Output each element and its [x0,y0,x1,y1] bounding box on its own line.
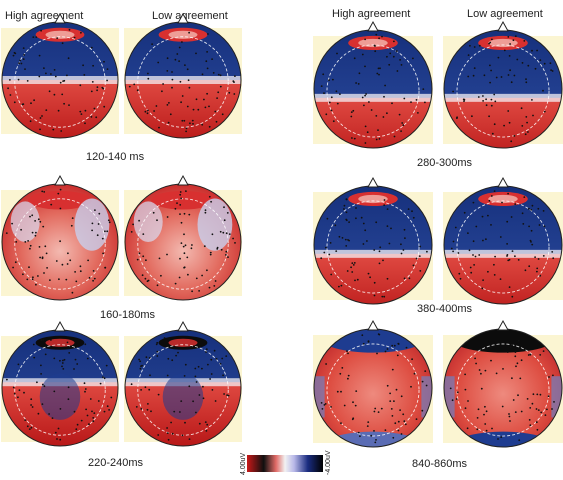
nose-icon [177,174,189,186]
nose-icon [497,319,509,331]
topo-map-2-high [1,183,119,301]
colorbar-min-label: -4.00uV [325,450,332,475]
window-label-4: 280-300ms [417,157,473,169]
topo-map-4-high [313,29,433,149]
nose-icon [54,320,66,332]
nose-icon [497,176,509,188]
nose-icon [367,176,379,188]
topo-map-6-low [443,328,563,448]
header-left-high: High agreement [5,10,83,22]
topo-map-3-high [1,329,119,447]
window-label-1: 120-140 ms [86,151,145,163]
nose-icon [367,319,379,331]
topo-map-2-low [124,183,242,301]
window-label-6: 840-860ms [412,458,468,470]
colorbar-strip [247,455,323,472]
nose-icon [54,12,66,24]
colorbar: 4.00uV -4.00uV [240,450,332,475]
window-label-2: 160-180ms [100,309,156,321]
topo-map-5-low [443,185,563,305]
topo-map-6-high [313,328,433,448]
topo-map-5-high [313,185,433,305]
window-label-3: 220-240ms [88,457,144,469]
nose-icon [497,20,509,32]
nose-icon [177,12,189,24]
header-right-high: High agreement [332,8,410,20]
header-right-low: Low agreement [467,8,543,20]
nose-icon [367,20,379,32]
topo-map-3-low [124,329,242,447]
nose-icon [54,174,66,186]
colorbar-max-label: 4.00uV [240,452,247,475]
topo-map-1-high [1,21,119,139]
window-label-5: 380-400ms [417,303,473,315]
topo-map-4-low [443,29,563,149]
nose-icon [177,320,189,332]
header-left-low: Low agreement [152,10,228,22]
topo-maps [1,12,563,448]
topo-map-1-low [124,21,242,139]
